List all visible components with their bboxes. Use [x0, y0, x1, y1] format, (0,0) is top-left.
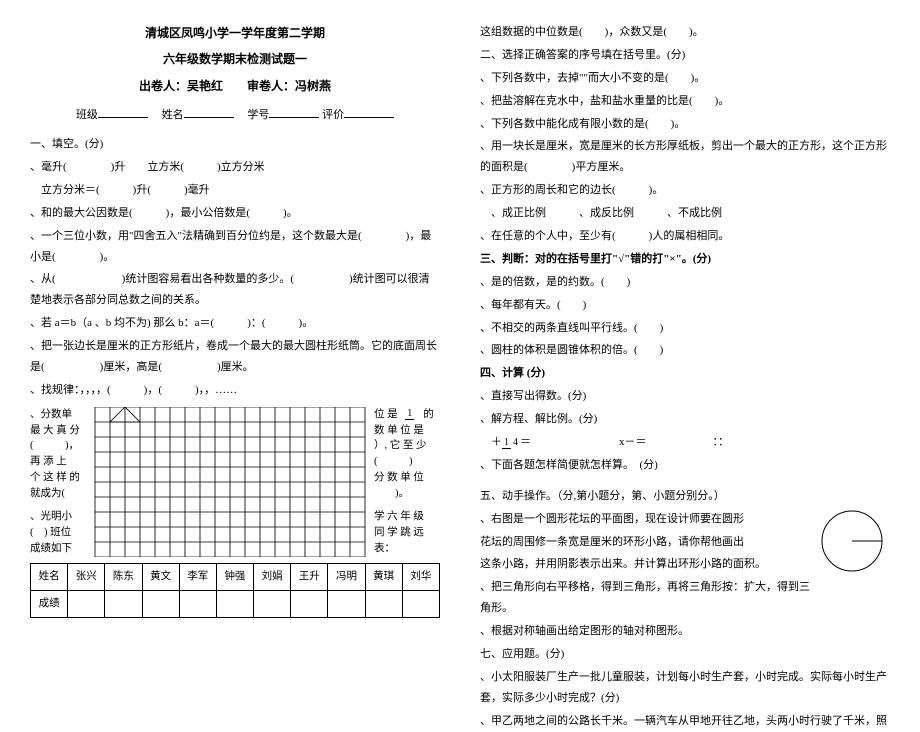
grid-svg [90, 407, 370, 557]
class-label: 班级 [76, 109, 98, 121]
fraction-icon: 1 [400, 409, 423, 419]
r2: 、把盐溶解在克水中，盐和盐水重量的比是( )。 [480, 91, 890, 112]
grid-left-text: 、分数单 最 大 真 分 ( )， 再 添 上 个 这 样 的 就成为( 、光明… [30, 407, 90, 557]
q5: 、若 a＝b（a 、b 均不为) 那么 b：a＝( )：( )。 [30, 313, 440, 334]
circle-figure [820, 509, 886, 583]
table-head-cell: 冯明 [328, 563, 365, 590]
table-cell [402, 590, 439, 617]
id-label: 学号 [247, 109, 269, 121]
q3: 、一个三位小数，用"四舍五入"法精确到百分位约是，这个数最大是( )，最小是( … [30, 226, 440, 268]
header-line2: 六年级数学期末检测试题一 [30, 46, 440, 72]
table-cell [254, 590, 291, 617]
table-head-cell: 李军 [179, 563, 216, 590]
table-row-label: 成绩 [31, 590, 68, 617]
section2-title: 二、选择正确答案的序号填在括号里。(分) [480, 45, 890, 66]
q6: 、把一张边长是厘米的正方形纸片，卷成一个最大的最大圆柱形纸筒。它的底面周长是( … [30, 336, 440, 378]
score-table: 姓名张兴陈东黄文李军钟强刘娟王升冯明黄琪刘华 成绩 [30, 563, 440, 618]
r4: 、用一块长是厘米，宽是厘米的长方形厚纸板，剪出一个最大的正方形，这个正方形的面积… [480, 136, 890, 178]
section7-title: 七、应用题。(分) [480, 644, 890, 665]
name-label: 姓名 [162, 109, 184, 121]
table-head-cell: 陈东 [105, 563, 142, 590]
table-head-cell: 王升 [291, 563, 328, 590]
section3-title: 三、判断：对的在括号里打"√"错的打"×"。(分) [480, 249, 890, 270]
eval-blank[interactable] [344, 107, 394, 118]
section1-title: 一、填空。(分) [30, 134, 440, 155]
table-cell [105, 590, 142, 617]
q4: 、从( )统计图容易看出各种数量的多少。( )统计图可以很清楚地表示各部分同总数… [30, 269, 440, 311]
grid-question: 、分数单 最 大 真 分 ( )， 再 添 上 个 这 样 的 就成为( 、光明… [30, 407, 440, 557]
r10: 、圆柱的体积是圆锥体积的倍。( ) [480, 340, 890, 361]
q-cont: 这组数据的中位数是( )，众数又是( )。 [480, 22, 890, 43]
table-head-cell: 张兴 [68, 563, 105, 590]
r5a: 、成正比例 、成反比例 、不成比例 [480, 203, 890, 224]
table-head-cell: 钟强 [216, 563, 253, 590]
q1b: 立方分米＝( )升( )毫升 [30, 180, 440, 201]
r13: 、下面各题怎样简便就怎样算。 (分) [480, 455, 890, 476]
q7: 、找规律：，，，，( )，( )，，…… [30, 380, 440, 401]
grid-right-text: 位 是 1 的 数 单 位 是 ）, 它 至 少 ( ) 分 数 单 位 )。 … [370, 407, 440, 557]
q2: 、和的最大公因数是( )，最小公倍数是( )。 [30, 203, 440, 224]
header-line1: 清城区凤鸣小学一学年度第二学期 [30, 20, 440, 46]
id-blank[interactable] [269, 107, 319, 118]
r6: 、在任意的个人中，至少有( )人的属相相同。 [480, 226, 890, 247]
r12: 、解方程、解比例。(分) [480, 409, 890, 430]
r5: 、正方形的周长和它的边长( )。 [480, 180, 890, 201]
table-cell [216, 590, 253, 617]
r12a: ＋14＝ x－＝ ：： [480, 432, 890, 453]
table-head-cell: 黄琪 [365, 563, 402, 590]
r16: 、根据对称轴画出给定图形的轴对称图形。 [480, 621, 890, 642]
eval-label: 评价 [322, 109, 344, 121]
table-head-cell: 黄文 [142, 563, 179, 590]
table-cell [291, 590, 328, 617]
student-info: 班级 姓名 学号 评价 [30, 105, 440, 126]
r1: 、下列各数中，去掉""而大小不变的是( )。 [480, 68, 890, 89]
name-blank[interactable] [184, 107, 234, 118]
table-head-cell: 刘华 [402, 563, 439, 590]
class-blank[interactable] [98, 107, 148, 118]
r18: 、甲乙两地之间的公路长千米。一辆汽车从甲地开往乙地，头两小时行驶了千米，照 [480, 711, 890, 732]
header-line3: 出卷人：吴艳红 审卷人：冯树燕 [30, 73, 440, 99]
r11: 、直接写出得数。(分) [480, 386, 890, 407]
table-cell [365, 590, 402, 617]
r9: 、不相交的两条直线叫平行线。( ) [480, 318, 890, 339]
r17: 、小太阳服装厂生产一批儿童服装，计划每小时生产套，小时完成。实际每小时生产套，实… [480, 667, 890, 709]
table-head-cell: 姓名 [31, 563, 68, 590]
table-cell [328, 590, 365, 617]
section4-title: 四、计算 (分) [480, 363, 890, 384]
section5-title: 五、动手操作。（分,第小题分，第、小题分别分。） [480, 486, 890, 507]
fraction-icon: 14 [502, 438, 520, 448]
table-head-cell: 刘娟 [254, 563, 291, 590]
r7: 、是的倍数，是的约数。( ) [480, 272, 890, 293]
r8: 、每年都有天。( ) [480, 295, 890, 316]
q1a: 、毫升( )升 立方米( )立方分米 [30, 157, 440, 178]
table-cell [68, 590, 105, 617]
r3: 、下列各数中能化成有限小数的是( )。 [480, 114, 890, 135]
table-cell [179, 590, 216, 617]
table-cell [142, 590, 179, 617]
r15: 、把三角形向右平移格，得到三角形，再将三角形按：扩大，得到三角形。 [480, 577, 890, 619]
